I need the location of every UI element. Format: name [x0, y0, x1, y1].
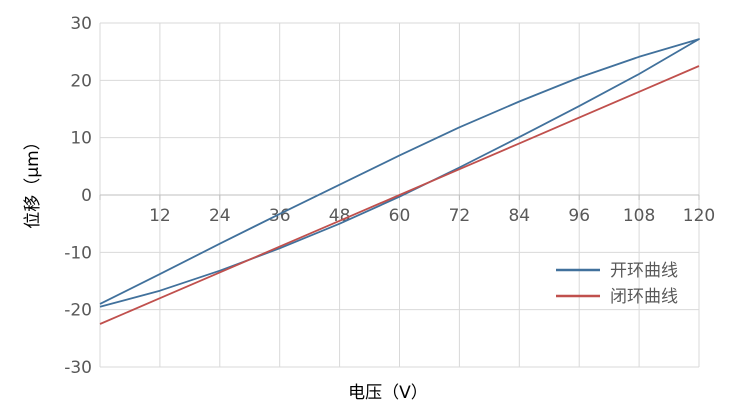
x-tick-label: 120 — [683, 206, 715, 226]
legend-label-open-loop: 开环曲线 — [610, 261, 678, 281]
x-tick-label: 12 — [149, 206, 171, 226]
y-tick-label: -10 — [64, 243, 92, 263]
y-tick-label: 30 — [70, 14, 92, 34]
x-tick-label: 24 — [209, 206, 231, 226]
y-tick-label: 0 — [81, 186, 92, 206]
x-tick-label: 36 — [269, 206, 291, 226]
legend: 开环曲线 闭环曲线 — [556, 261, 678, 307]
y-tick-labels: -30 -20 -10 0 10 20 30 — [64, 14, 92, 378]
x-tick-label: 108 — [623, 206, 655, 226]
y-tick-label: -20 — [64, 301, 92, 321]
x-tick-label: 96 — [568, 206, 590, 226]
x-axis-title: 电压（V） — [348, 383, 428, 403]
y-tick-label: -30 — [64, 358, 92, 378]
y-axis-title: 位移（μm） — [23, 133, 43, 228]
x-tick-label: 84 — [508, 206, 530, 226]
y-tick-label: 10 — [70, 129, 92, 149]
x-tick-label: 60 — [389, 206, 411, 226]
y-tick-label: 20 — [70, 71, 92, 91]
x-tick-label: 72 — [449, 206, 471, 226]
legend-label-closed-loop: 闭环曲线 — [610, 287, 678, 307]
series-lines — [99, 38, 700, 325]
series-line-open-loop — [99, 38, 700, 308]
x-tick-labels: 12 24 36 48 60 72 84 96 108 120 — [149, 206, 715, 226]
series-line-closed-loop — [99, 65, 700, 325]
grid-lines — [99, 22, 700, 368]
